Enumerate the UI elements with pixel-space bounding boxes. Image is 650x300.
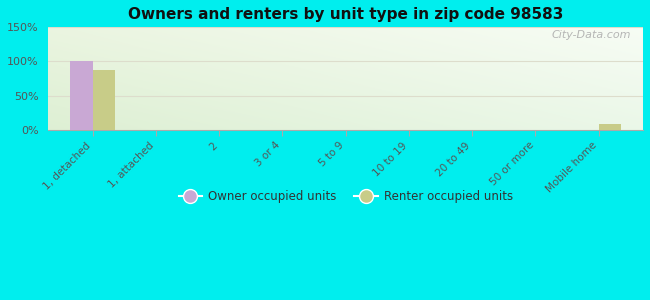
Bar (599, 124, 621, 130)
Title: Owners and renters by unit type in zip code 98583: Owners and renters by unit type in zip c… (128, 7, 564, 22)
Legend: Owner occupied units, Renter occupied units: Owner occupied units, Renter occupied un… (174, 185, 517, 207)
Bar (92, 70, 115, 130)
Text: City-Data.com: City-Data.com (552, 30, 631, 40)
Bar (70, 61, 92, 130)
